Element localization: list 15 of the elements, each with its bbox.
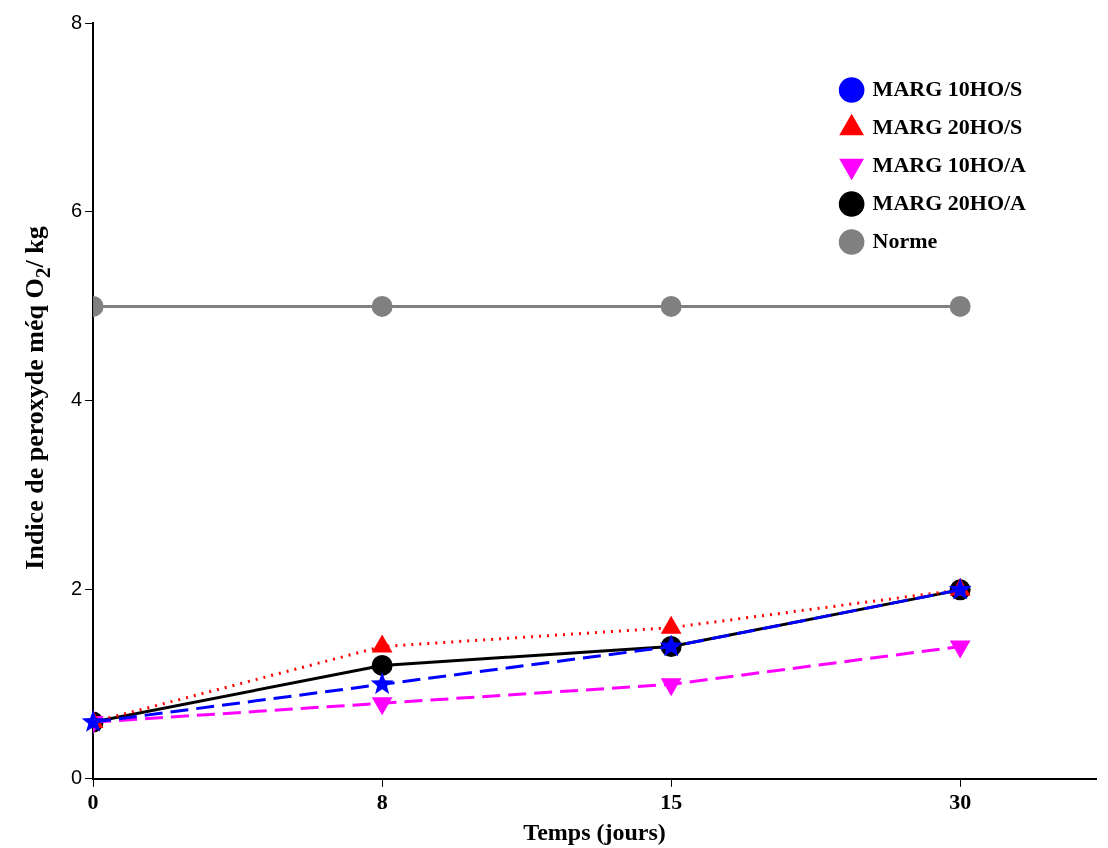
x-tick-label: 0 — [87, 788, 99, 814]
legend-label: MARG 20HO/A — [872, 189, 1027, 215]
legend-label: Norme — [872, 227, 938, 253]
x-axis-title: Temps (jours) — [523, 818, 666, 845]
legend-label: MARG 10HO/S — [872, 75, 1023, 101]
legend-label: MARG 20HO/S — [872, 113, 1023, 139]
y-tick-label: 6 — [71, 199, 83, 222]
y-tick-label: 2 — [71, 577, 83, 600]
y-tick-label: 4 — [71, 388, 83, 411]
x-tick-label: 30 — [949, 788, 972, 814]
legend-label: MARG 10HO/A — [872, 151, 1027, 177]
y-tick-label: 0 — [71, 766, 83, 789]
y-tick-label: 8 — [71, 10, 83, 33]
x-tick-label: 8 — [376, 788, 388, 814]
x-tick-label: 15 — [660, 788, 683, 814]
